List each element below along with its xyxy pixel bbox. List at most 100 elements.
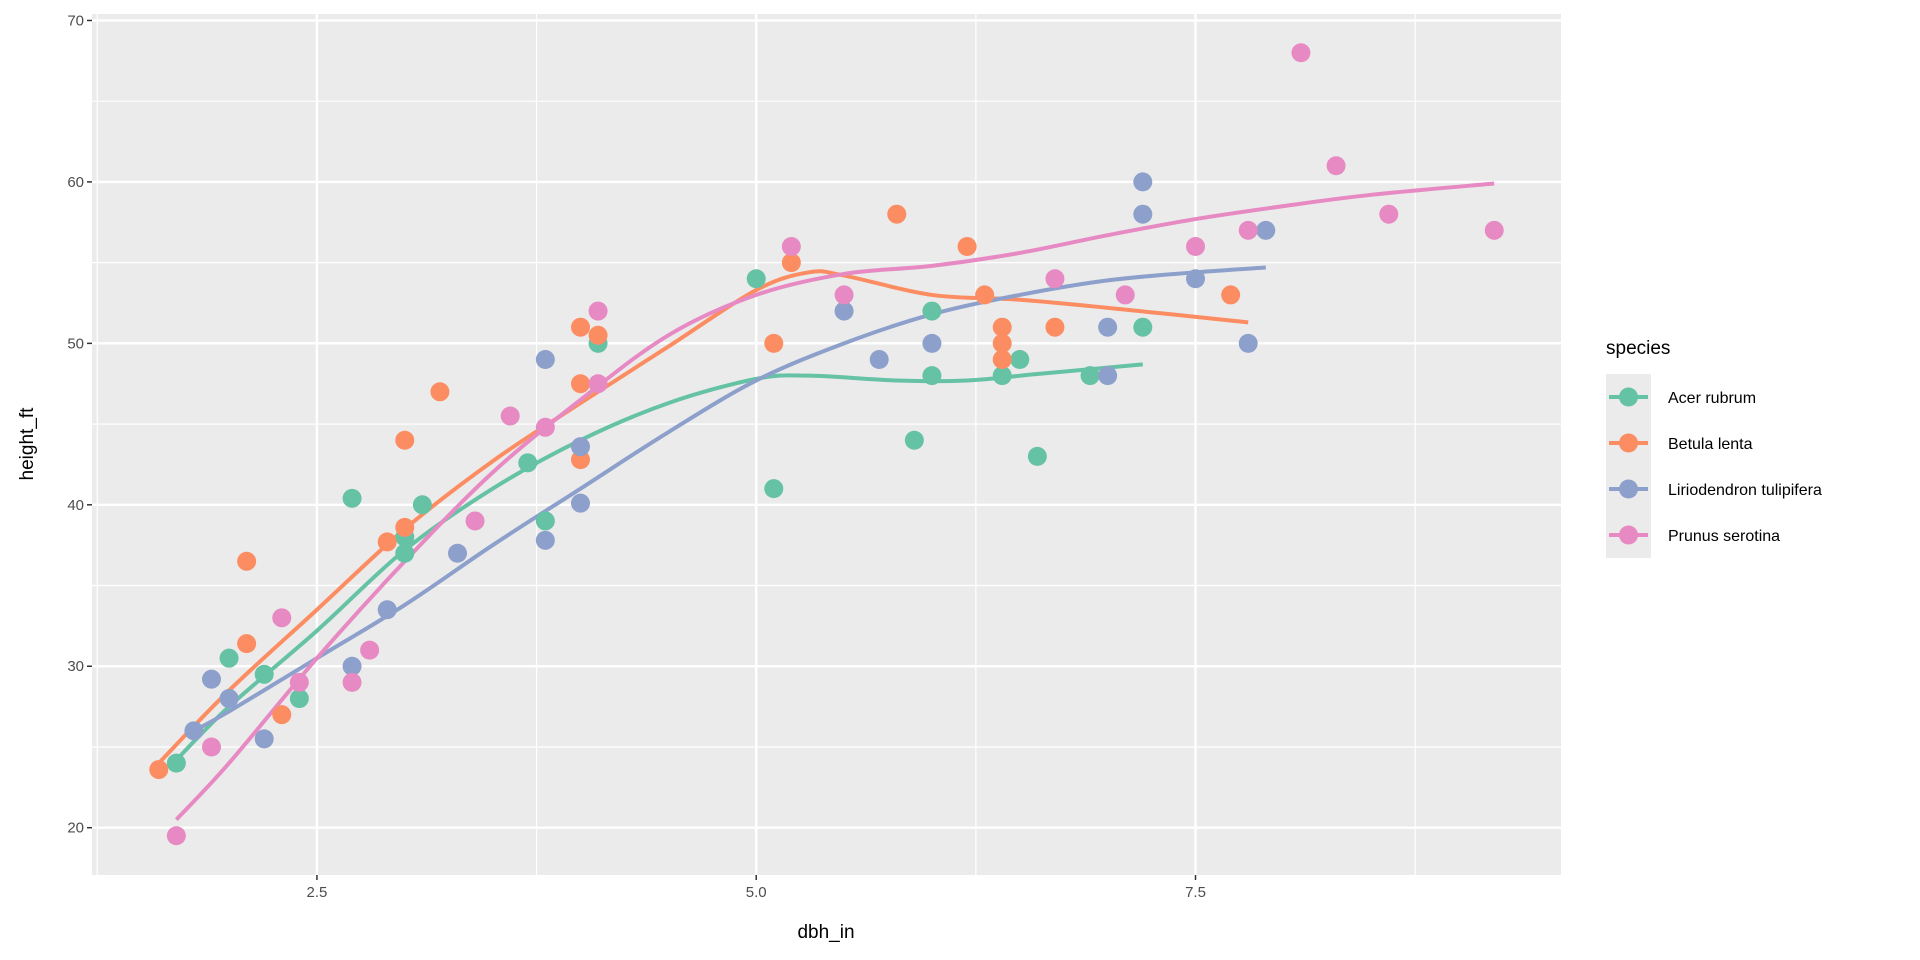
y-tick-label: 60 [67, 174, 84, 191]
data-point [500, 406, 520, 426]
data-point [1291, 43, 1311, 63]
data-point [535, 530, 555, 550]
data-point [570, 374, 590, 394]
data-point [201, 669, 221, 689]
data-point [518, 453, 538, 473]
smooth-line-acer-rubrum [174, 362, 1143, 762]
data-point [1045, 317, 1065, 337]
legend-key-point [1619, 479, 1638, 499]
data-point [570, 493, 590, 513]
smooth-line-prunus-serotina [174, 181, 1495, 821]
y-axis-title: height_ft [17, 407, 38, 481]
data-points [149, 43, 1504, 846]
data-point [992, 366, 1012, 386]
data-point [535, 511, 555, 531]
data-point [588, 325, 608, 345]
data-point [975, 285, 995, 305]
data-point [746, 269, 766, 289]
legend-label: Betula lenta [1668, 436, 1753, 453]
data-point [922, 301, 942, 321]
legend-key-point [1619, 525, 1638, 545]
smooth-line-liriodendron-tulipifera [192, 265, 1266, 733]
data-point [377, 600, 397, 620]
data-point [1045, 269, 1065, 289]
data-point [289, 689, 309, 709]
data-point [1238, 333, 1258, 353]
data-point [1326, 156, 1346, 176]
data-point [1133, 317, 1153, 337]
legend: species Acer rubrum Betula lenta Liriodend… [1606, 338, 1822, 558]
data-point [201, 737, 221, 757]
data-point [237, 634, 257, 654]
data-point [272, 608, 292, 628]
data-point [781, 236, 801, 256]
data-point [237, 551, 257, 571]
data-point [1221, 285, 1241, 305]
axes: 2.5 5.0 7.5 20 30 40 50 60 70 [67, 12, 1206, 901]
data-point [395, 543, 415, 563]
data-point [535, 349, 555, 369]
data-point [1256, 220, 1276, 240]
data-point [342, 656, 362, 676]
data-point [922, 333, 942, 353]
data-point [957, 236, 977, 256]
data-point [219, 648, 239, 668]
data-point [465, 511, 485, 531]
data-point [219, 689, 239, 709]
data-point [1133, 172, 1153, 192]
data-point [869, 349, 889, 369]
data-point [992, 333, 1012, 353]
y-tick-label: 70 [67, 12, 84, 29]
legend-label: Prunus serotina [1668, 528, 1780, 545]
data-point [166, 826, 186, 846]
data-point [588, 301, 608, 321]
legend-label: Liriodendron tulipifera [1668, 482, 1822, 499]
legend-key-point [1619, 387, 1638, 407]
data-point [360, 640, 380, 660]
data-point [570, 317, 590, 337]
data-point [834, 301, 854, 321]
data-point [922, 366, 942, 386]
data-point [1098, 317, 1118, 337]
data-point [289, 672, 309, 692]
data-point [149, 760, 169, 780]
data-point [254, 729, 274, 749]
data-point [1080, 366, 1100, 386]
y-tick-label: 30 [67, 658, 84, 675]
smooth-lines [157, 181, 1495, 821]
data-point [1186, 269, 1206, 289]
data-point [1098, 366, 1118, 386]
data-point [764, 333, 784, 353]
data-point [447, 543, 467, 563]
data-point [342, 488, 362, 508]
data-point [272, 705, 292, 725]
data-point [570, 437, 590, 457]
legend-title: species [1606, 338, 1670, 359]
data-point [992, 349, 1012, 369]
data-point [1186, 236, 1206, 256]
data-point [377, 532, 397, 552]
plot-panel [92, 14, 1561, 875]
x-axis-title: dbh_in [797, 922, 854, 943]
gridlines [92, 14, 1561, 875]
x-tick-label: 2.5 [306, 884, 327, 901]
data-point [395, 430, 415, 450]
data-point [395, 517, 415, 537]
data-point [166, 753, 186, 773]
smooth-line-betula-lenta [157, 269, 1249, 765]
data-point [764, 479, 784, 499]
data-point [588, 374, 608, 394]
x-tick-label: 7.5 [1185, 884, 1206, 901]
y-tick-label: 50 [67, 335, 84, 352]
data-point [1115, 285, 1135, 305]
data-point [1027, 446, 1047, 466]
data-point [535, 417, 555, 437]
data-point [430, 382, 450, 402]
data-point [1010, 349, 1030, 369]
data-point [254, 664, 274, 684]
data-point [1379, 204, 1399, 224]
data-point [904, 430, 924, 450]
y-tick-label: 40 [67, 497, 84, 514]
data-point [1484, 220, 1504, 240]
